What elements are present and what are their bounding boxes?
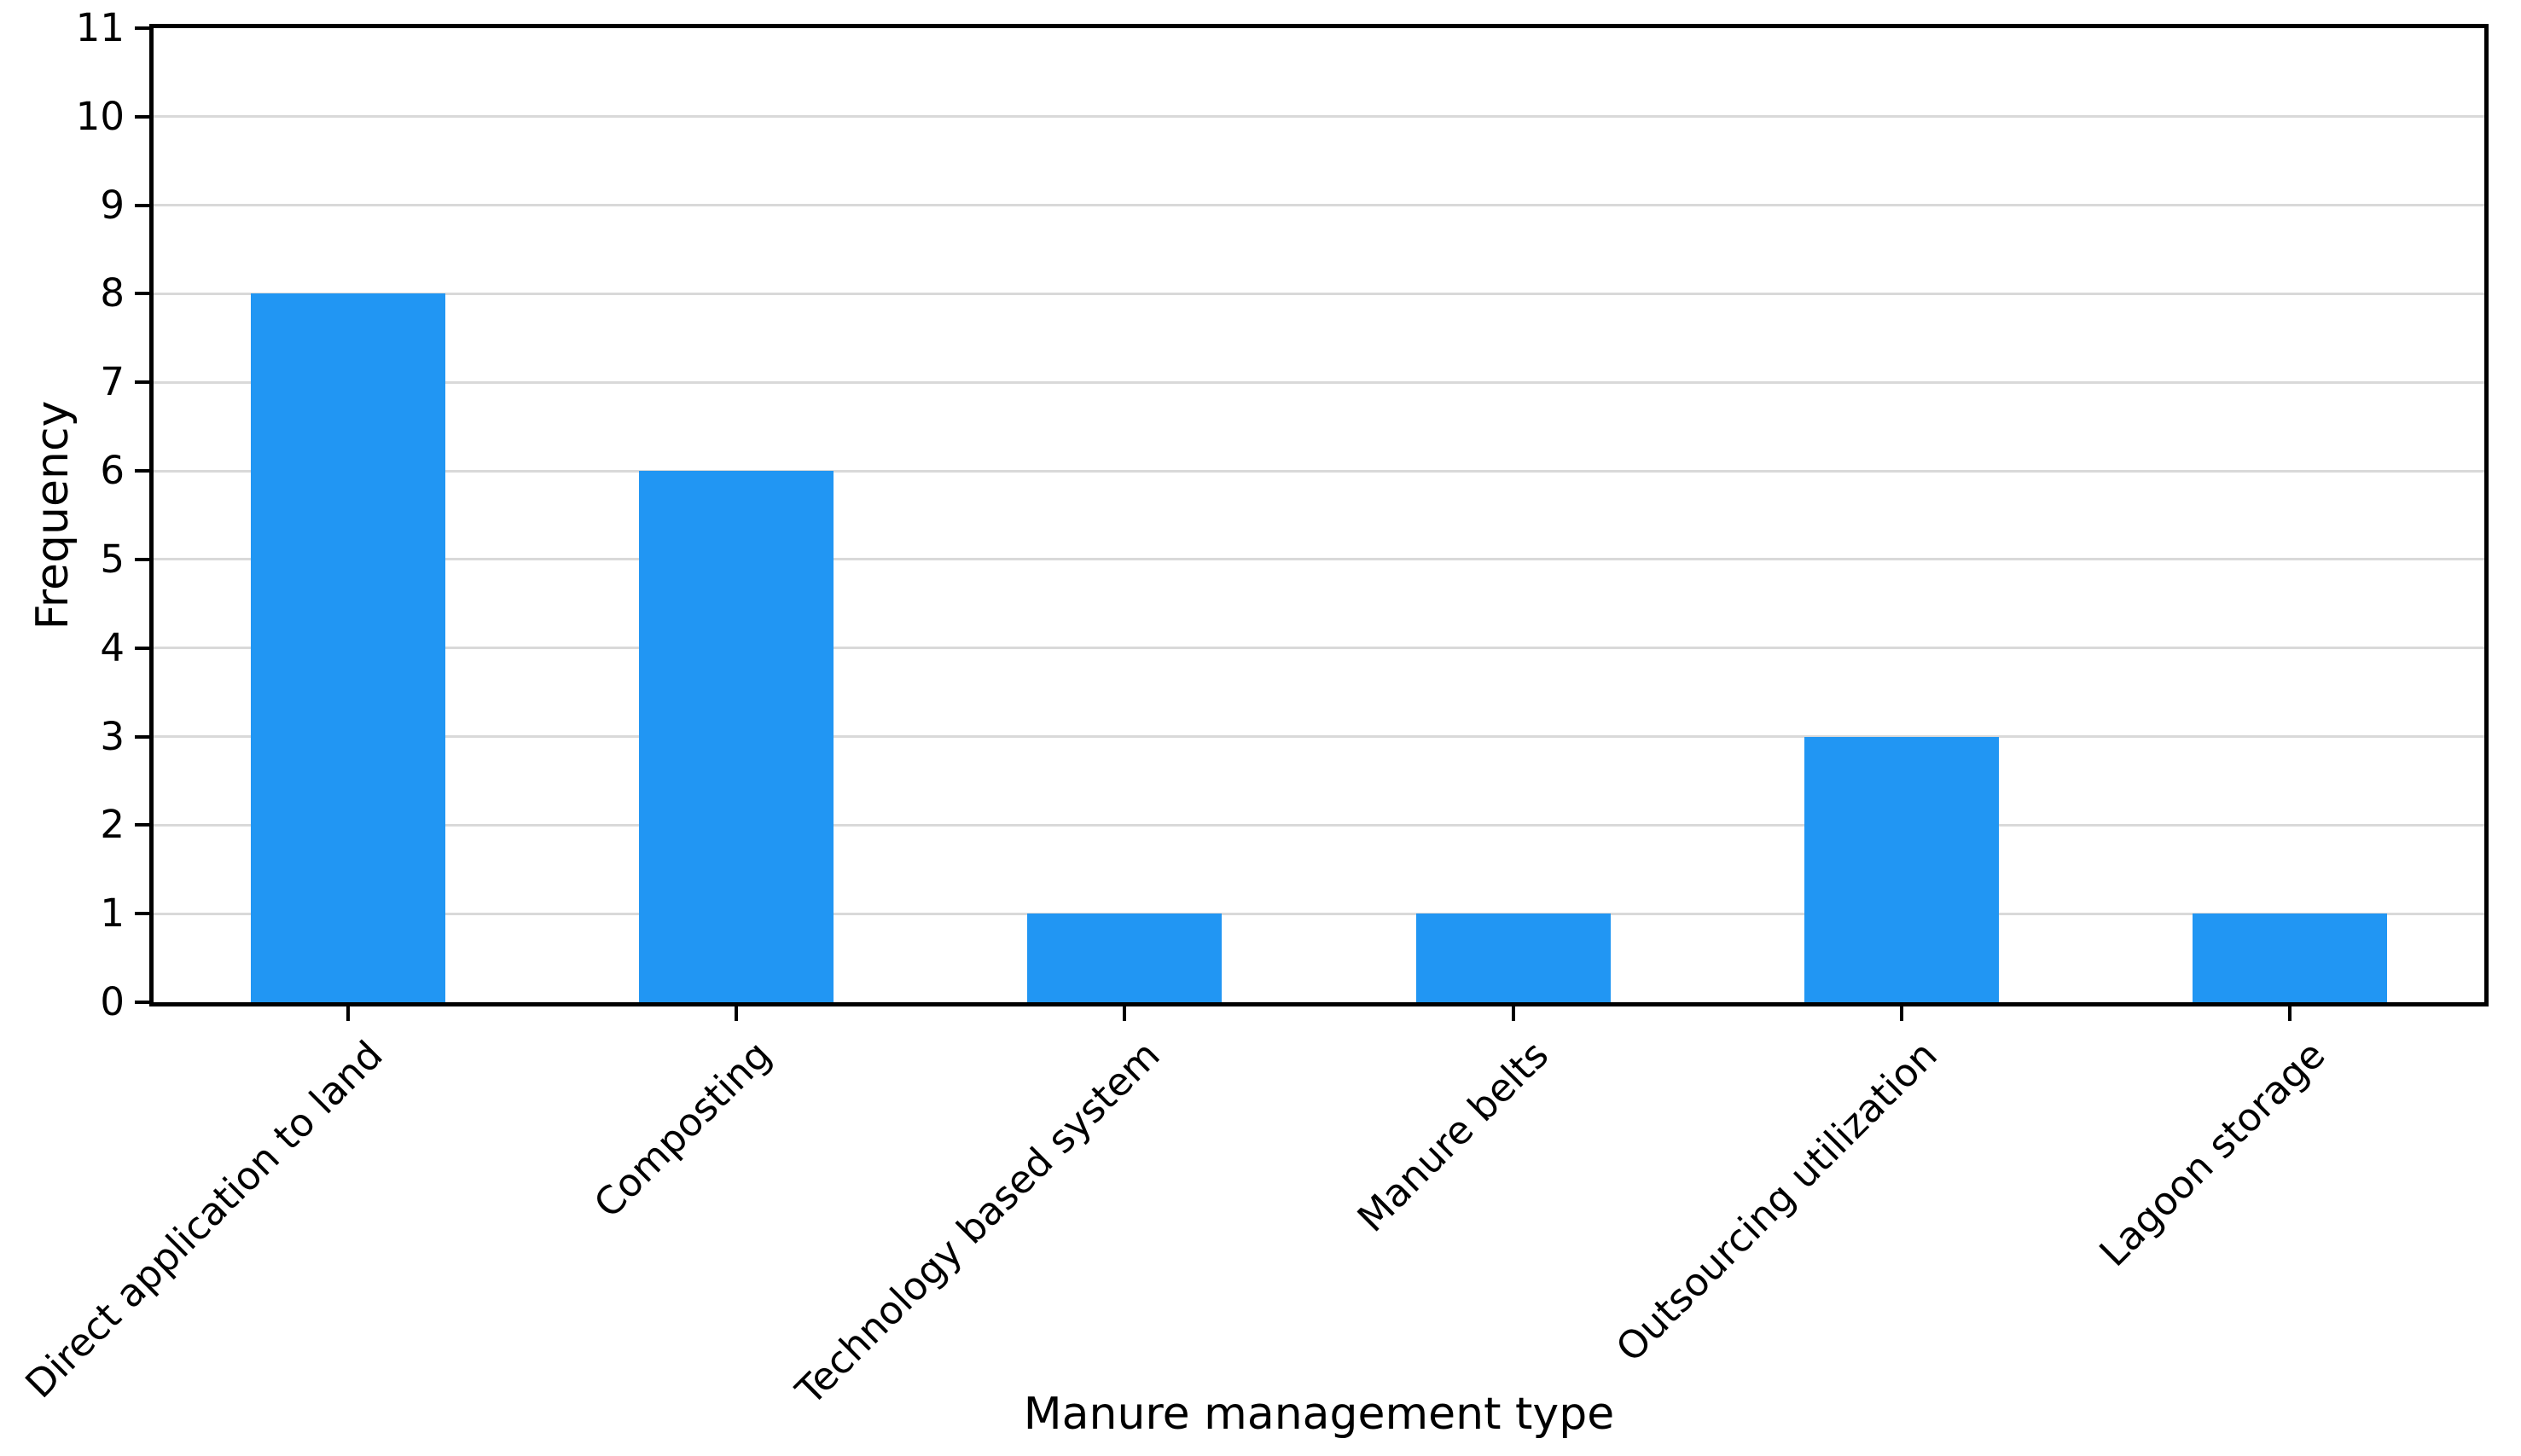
x-tick-label-direct-application-to-land: Direct application to land (16, 1032, 392, 1407)
x-tick-mark (346, 1002, 350, 1021)
x-tick-label-manure-belts: Manure belts (1348, 1032, 1558, 1241)
bar-outsourcing-utilization (1804, 736, 1999, 1002)
y-tick-mark (135, 734, 152, 739)
y-tick-mark (135, 203, 152, 207)
y-tick-label-2: 2 (100, 802, 125, 848)
bar-direct-application-to-land (250, 293, 445, 1002)
gridline (154, 204, 2484, 207)
bar-manure-belts (1415, 914, 1611, 1002)
x-tick-label-lagoon-storage: Lagoon storage (2090, 1032, 2334, 1275)
y-tick-mark (135, 469, 152, 473)
left-spine (149, 24, 154, 1006)
y-tick-label-10: 10 (75, 93, 125, 139)
y-tick-mark (135, 292, 152, 296)
gridline (154, 823, 2484, 827)
y-tick-label-7: 7 (100, 359, 125, 405)
x-tick-label-composting: Composting (585, 1032, 781, 1227)
y-tick-label-0: 0 (100, 979, 125, 1024)
y-tick-mark (135, 380, 152, 385)
y-tick-label-9: 9 (100, 182, 125, 228)
gridline (154, 647, 2484, 650)
x-tick-mark (735, 1002, 738, 1021)
y-tick-mark (135, 26, 152, 30)
gridline (154, 735, 2484, 739)
bar-technology-based-system (1027, 914, 1223, 1002)
x-axis-label: Manure management type (1023, 1389, 1615, 1440)
gridline (154, 558, 2484, 561)
bottom-spine (149, 1002, 2489, 1006)
bar-lagoon-storage (2193, 914, 2388, 1002)
y-tick-label-8: 8 (100, 270, 125, 316)
bar-composting (639, 471, 834, 1002)
y-tick-label-1: 1 (100, 890, 125, 937)
y-tick-label-4: 4 (100, 624, 125, 670)
x-tick-mark (1511, 1002, 1515, 1021)
x-tick-mark (2288, 1002, 2292, 1021)
x-tick-label-technology-based-system: Technology based system (787, 1032, 1169, 1414)
gridline (154, 380, 2484, 384)
y-tick-mark (135, 114, 152, 119)
top-spine (149, 24, 2489, 28)
gridline (154, 469, 2484, 473)
y-tick-mark (135, 1001, 152, 1004)
gridline (154, 115, 2484, 119)
x-tick-mark (1123, 1002, 1127, 1021)
y-tick-label-5: 5 (100, 536, 125, 582)
y-tick-label-3: 3 (100, 713, 125, 759)
gridline (154, 912, 2484, 915)
gridline (154, 292, 2484, 295)
y-tick-label-11: 11 (75, 5, 125, 50)
y-tick-label-6: 6 (100, 448, 125, 494)
y-tick-mark (135, 912, 152, 916)
right-spine (2484, 24, 2489, 1006)
y-tick-mark (135, 823, 152, 827)
x-tick-mark (1900, 1002, 1903, 1021)
y-axis-label: Frequency (27, 400, 78, 630)
y-tick-mark (135, 646, 152, 650)
y-tick-mark (135, 557, 152, 561)
x-tick-label-outsourcing-utilization: Outsourcing utilization (1606, 1032, 1946, 1371)
